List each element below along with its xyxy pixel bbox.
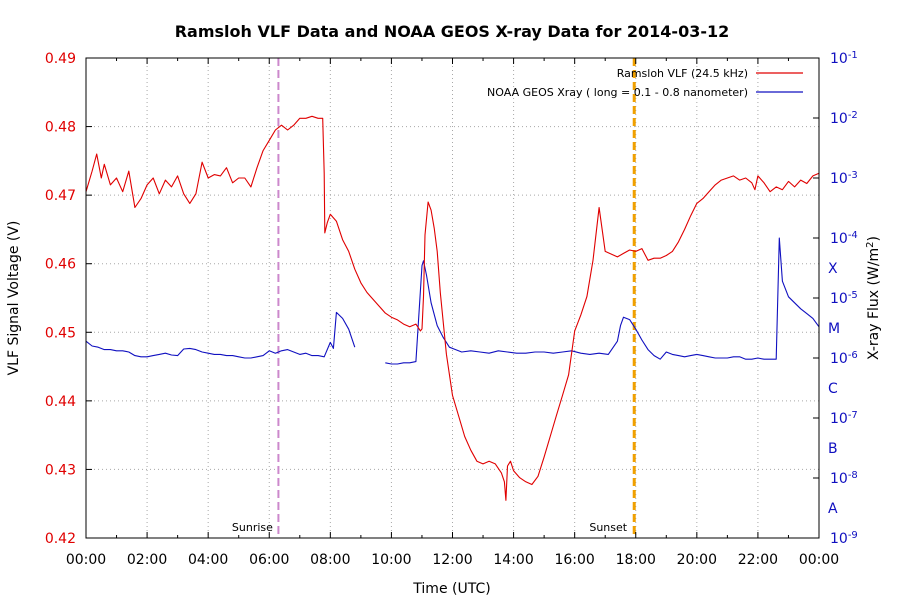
x-tick-label: 02:00: [127, 552, 167, 568]
y-axis-left-label: VLF Signal Voltage (V): [6, 221, 22, 376]
x-tick-label: 08:00: [310, 552, 350, 568]
y-right-tick-exponent: -8: [848, 470, 858, 481]
series-vlf-line: [85, 115, 820, 501]
y-axis-right-label-main: X-ray Flux (W/m: [866, 248, 882, 360]
legend: Ramsloh VLF (24.5 kHz) NOAA GEOS Xray ( …: [487, 67, 803, 99]
day-markers: Sunrise Sunset: [232, 58, 636, 538]
x-tick-label: 20:00: [677, 552, 717, 568]
y-right-tick-exponent: -2: [848, 110, 858, 121]
x-tick-label: 16:00: [554, 552, 594, 568]
x-tick-label: 06:00: [249, 552, 289, 568]
y-right-tick-exponent: -9: [848, 530, 858, 541]
y-left-tick-label: 0.47: [45, 188, 76, 204]
y-left-tick-label: 0.42: [45, 531, 76, 547]
y-right-tick-exponent: -7: [848, 410, 858, 421]
y-left-tick-label: 0.46: [45, 257, 76, 273]
x-tick-label: 04:00: [188, 552, 228, 568]
y-right-tick-exponent: -6: [848, 350, 858, 361]
marker-label-sunset: Sunset: [589, 521, 627, 534]
y-right-tick-exponent: -3: [848, 170, 858, 181]
x-tick-label: 18:00: [616, 552, 656, 568]
chart-title: Ramsloh VLF Data and NOAA GEOS X-ray Dat…: [175, 22, 730, 41]
grid-lines: [86, 58, 819, 538]
y-left-tick-label: 0.43: [45, 462, 76, 478]
flare-class-label: C: [828, 381, 838, 397]
y-axis-right-label-end: ): [866, 236, 882, 241]
y-left-tick-label: 0.49: [45, 51, 76, 67]
series-xray-line: [85, 237, 820, 365]
y-axis-right-label-sup: 2: [865, 241, 876, 247]
x-tick-label: 00:00: [66, 552, 106, 568]
y-right-tick-exponent: -4: [848, 230, 858, 241]
y-left-tick-label: 0.48: [45, 120, 76, 136]
axes: 00:00 02:00 04:00 06:00 08:00 10:00 12:00 14:00…: [45, 50, 858, 569]
legend-label-xray: NOAA GEOS Xray ( long = 0.1 - 0.8 nanome…: [487, 86, 748, 99]
flare-class-label: M: [828, 321, 840, 337]
legend-label-vlf: Ramsloh VLF (24.5 kHz): [617, 67, 748, 80]
y-axis-right-label: X-ray Flux (W/m2): [865, 236, 883, 360]
x-tick-label: 14:00: [493, 552, 533, 568]
flare-class-label: X: [828, 261, 838, 277]
y-left-tick-label: 0.44: [45, 394, 76, 410]
y-right-tick-exponent: -1: [848, 50, 858, 61]
flare-class-label: A: [828, 501, 838, 517]
plot-frame: [85, 57, 820, 539]
x-tick-label: 22:00: [738, 552, 778, 568]
x-tick-label: 00:00: [799, 552, 839, 568]
y-left-tick-label: 0.45: [45, 325, 76, 341]
x-axis-label: Time (UTC): [412, 581, 490, 597]
y-right-tick-exponent: -5: [848, 290, 858, 301]
flare-class-label: B: [828, 441, 838, 457]
x-tick-label: 10:00: [371, 552, 411, 568]
marker-label-sunrise: Sunrise: [232, 521, 273, 534]
x-tick-label: 12:00: [432, 552, 472, 568]
series-lines: [85, 115, 820, 501]
